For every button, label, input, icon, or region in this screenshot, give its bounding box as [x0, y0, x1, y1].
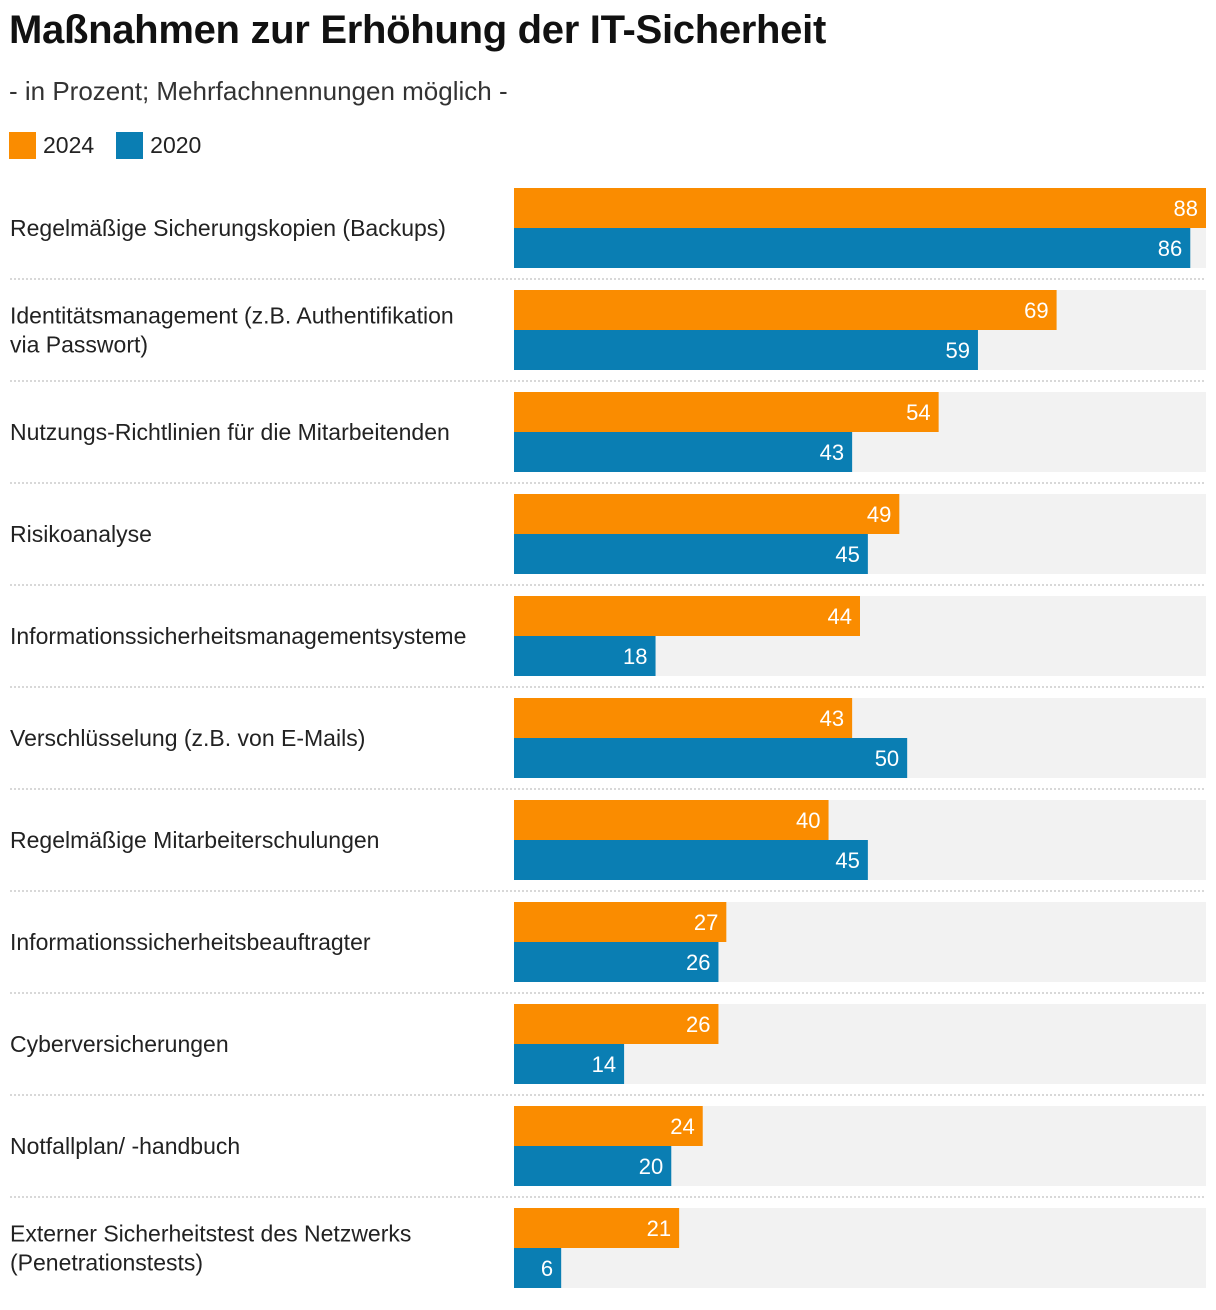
bar-2020: [514, 432, 853, 472]
value-label-2020: 50: [875, 746, 899, 771]
bar-2020: [514, 942, 719, 982]
bar-2024: [514, 1208, 680, 1248]
value-label-2024: 26: [686, 1012, 710, 1037]
value-label-2024: 54: [906, 400, 930, 425]
value-label-2020: 86: [1158, 236, 1182, 261]
bar-2024: [514, 596, 860, 636]
category-label-line: Informationssicherheitsbeauftragter: [10, 929, 371, 955]
bar-2024: [514, 1004, 719, 1044]
value-label-2020: 6: [541, 1256, 553, 1281]
value-label-2024: 88: [1174, 196, 1198, 221]
bar-2020: [514, 636, 656, 676]
value-label-2020: 26: [686, 950, 710, 975]
value-label-2024: 49: [867, 502, 891, 527]
category-label: Verschlüsselung (z.B. von E-Mails): [10, 725, 365, 751]
bar-2020: [514, 330, 978, 370]
value-label-2024: 24: [670, 1114, 694, 1139]
chart-title: Maßnahmen zur Erhöhung der IT-Sicherheit: [9, 8, 826, 52]
value-label-2024: 43: [820, 706, 844, 731]
category-label-line: Regelmäßige Sicherungskopien (Backups): [10, 215, 446, 241]
category-label-line: (Penetrationstests): [10, 1250, 203, 1276]
legend-item-2020: 2020: [116, 132, 201, 159]
category-label: Nutzungs-Richtlinien für die Mitarbeiten…: [10, 419, 450, 445]
bar-2024: [514, 290, 1057, 330]
value-label-2024: 69: [1024, 298, 1048, 323]
bar-2024: [514, 902, 727, 942]
bar-2020: [514, 228, 1191, 268]
bar-2024: [514, 494, 900, 534]
value-label-2024: 21: [647, 1216, 671, 1241]
category-label: Cyberversicherungen: [10, 1031, 229, 1057]
category-label-line: Notfallplan/ -handbuch: [10, 1133, 240, 1159]
category-label-line: Cyberversicherungen: [10, 1031, 229, 1057]
bar-2024: [514, 1106, 703, 1146]
category-label: Notfallplan/ -handbuch: [10, 1133, 240, 1159]
value-label-2020: 59: [945, 338, 969, 363]
category-label-line: Externer Sicherheitstest des Netzwerks: [10, 1221, 411, 1247]
bar-2020: [514, 840, 868, 880]
category-label-line: Regelmäßige Mitarbeiterschulungen: [10, 827, 379, 853]
legend-item-2024: 2024: [9, 132, 94, 159]
category-label: Regelmäßige Sicherungskopien (Backups): [10, 215, 446, 241]
category-label-line: Nutzungs-Richtlinien für die Mitarbeiten…: [10, 419, 450, 445]
value-label-2024: 40: [796, 808, 820, 833]
bar-2020: [514, 534, 868, 574]
category-label-line: Informationssicherheitsmanagementsysteme: [10, 623, 466, 649]
value-label-2020: 43: [820, 440, 844, 465]
category-label-line: via Passwort): [10, 332, 148, 358]
value-label-2020: 45: [835, 848, 859, 873]
category-label: Informationssicherheitsbeauftragter: [10, 929, 371, 955]
legend: 2024 2020: [9, 132, 223, 159]
legend-label-2020: 2020: [150, 132, 202, 158]
value-label-2020: 20: [639, 1154, 663, 1179]
bar-2024: [514, 392, 939, 432]
legend-swatch-2024: [9, 132, 36, 159]
chart-subtitle: - in Prozent; Mehrfachnennungen möglich …: [9, 76, 508, 106]
category-label: Informationssicherheitsmanagementsysteme: [10, 623, 466, 649]
bar-2020: [514, 738, 908, 778]
category-label: Risikoanalyse: [10, 521, 152, 547]
value-label-2020: 18: [623, 644, 647, 669]
bar-2024: [514, 800, 829, 840]
category-label-line: Risikoanalyse: [10, 521, 152, 547]
bar-2024: [514, 188, 1206, 228]
category-label-line: Verschlüsselung (z.B. von E-Mails): [10, 725, 365, 751]
bar-2020: [514, 1146, 672, 1186]
bar-2020: [514, 1248, 562, 1288]
value-label-2024: 44: [828, 604, 852, 629]
legend-swatch-2020: [116, 132, 144, 159]
category-label: Regelmäßige Mitarbeiterschulungen: [10, 827, 379, 853]
value-label-2020: 45: [835, 542, 859, 567]
bar-2020: [514, 1044, 625, 1084]
value-label-2020: 14: [592, 1052, 616, 1077]
legend-label-2024: 2024: [43, 132, 95, 158]
value-label-2024: 27: [694, 910, 718, 935]
category-label: Identitätsmanagement (z.B. Authentifikat…: [10, 303, 454, 358]
bar-2024: [514, 698, 853, 738]
category-label: Externer Sicherheitstest des Netzwerks (P…: [10, 1221, 411, 1276]
category-label-line: Identitätsmanagement (z.B. Authentifikat…: [10, 303, 454, 329]
